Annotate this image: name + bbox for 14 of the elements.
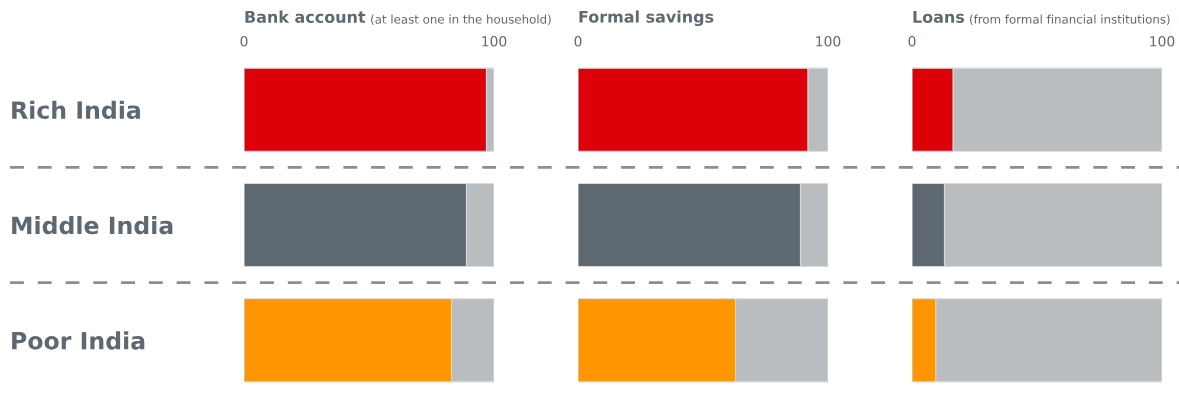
x-tick-label: 0: [240, 36, 248, 47]
y-tick-label: Poor India: [12, 331, 145, 350]
chart-title: Formal savings: [579, 10, 714, 26]
chart-title: Loans: [913, 11, 965, 23]
chart-title: Bank account: [245, 10, 366, 23]
chart-subtitle: (at least one in the household): [371, 14, 551, 26]
x-tick-label: 100: [816, 36, 841, 47]
x-tick-label: 100: [482, 36, 507, 47]
chart-subtitle: (from formal financial institutions): [970, 14, 1170, 26]
y-tick-label: Rich India: [12, 100, 140, 119]
x-tick-label: 0: [574, 36, 582, 47]
x-tick-label: 100: [1150, 36, 1175, 47]
x-tick-label: 0: [908, 36, 916, 47]
y-tick-label: Middle India: [12, 216, 173, 235]
